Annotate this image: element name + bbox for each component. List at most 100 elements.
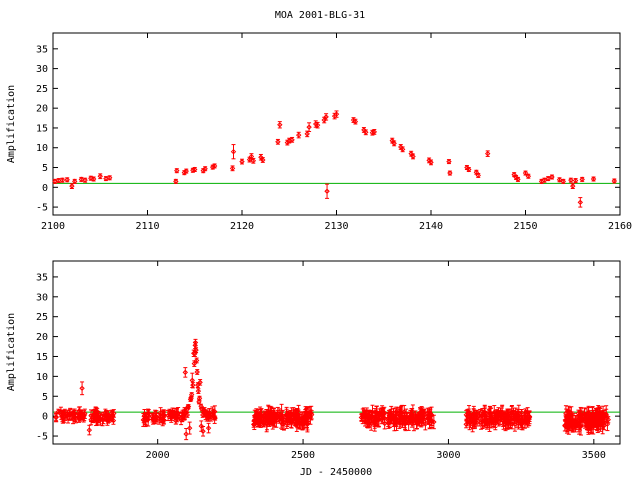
bottom-data-point <box>77 406 83 420</box>
bottom-data-point <box>563 408 569 426</box>
top-x-tick-label: 2100 <box>41 221 65 232</box>
top-data-point <box>174 167 180 174</box>
top-x-tick-label: 2130 <box>324 221 348 232</box>
top-y-tick-label: 15 <box>36 123 48 134</box>
top-data-point <box>275 138 281 145</box>
top-data-point <box>475 172 481 179</box>
bottom-data-point <box>503 413 509 430</box>
bottom-x-tick-label: 3000 <box>436 450 460 461</box>
top-data-point <box>106 175 113 181</box>
top-y-tick-label: 35 <box>36 44 48 55</box>
top-panel: Amplification -5 0 5 10 15 20 25 30 35 2100 2110 21… <box>6 32 632 232</box>
top-y-tick-label: 30 <box>36 64 48 75</box>
top-data-point <box>391 140 397 147</box>
top-data-point <box>69 183 75 189</box>
top-data-point <box>611 178 618 184</box>
bottom-data-point <box>212 415 218 421</box>
bottom-data-point <box>599 412 606 430</box>
bottom-data-point <box>499 404 505 421</box>
top-data-point <box>260 157 266 163</box>
bottom-panel: Amplification JD - 2450000 -5 0 5 10 15 20 25 3… <box>6 260 621 478</box>
bottom-data-point <box>149 412 155 421</box>
bottom-y-tick-label: 0 <box>42 412 48 423</box>
top-data-point <box>88 175 94 181</box>
bottom-data-point <box>79 381 85 396</box>
bottom-data-point <box>99 413 106 427</box>
bottom-data-point <box>197 379 203 386</box>
top-data-point <box>399 146 406 153</box>
top-data-point <box>202 166 208 172</box>
top-data-point <box>183 168 189 174</box>
top-data-point <box>466 166 472 173</box>
top-data-point <box>525 173 532 179</box>
top-y-tick-label: 0 <box>42 183 48 194</box>
bottom-data-point <box>73 413 79 424</box>
bottom-data-point <box>196 395 203 401</box>
bottom-data-point <box>205 410 212 421</box>
bottom-y-axis-label: Amplification <box>6 313 17 391</box>
top-x-tick-label: 2110 <box>135 221 159 232</box>
top-y-tick-label: 5 <box>42 163 48 174</box>
bottom-data-point <box>62 408 68 416</box>
top-data-point <box>572 177 579 184</box>
bottom-data-point <box>160 410 167 424</box>
top-x-tick-label: 2140 <box>419 221 443 232</box>
top-data-point <box>371 129 378 135</box>
bottom-data-point <box>182 367 189 378</box>
bottom-data-point <box>567 407 573 423</box>
top-x-tick-label: 2160 <box>608 221 632 232</box>
bottom-data-point <box>200 412 206 418</box>
bottom-x-tick-label: 2500 <box>291 450 315 461</box>
bottom-data-point <box>379 408 385 425</box>
bottom-data-point <box>509 404 515 420</box>
bottom-x-tick-label: 3500 <box>582 450 606 461</box>
bottom-data-point <box>193 347 199 353</box>
top-data-point <box>229 165 236 172</box>
bottom-data-point <box>418 406 425 420</box>
bottom-data-point <box>141 409 148 423</box>
top-data-point <box>90 176 97 182</box>
top-data-point <box>314 121 321 129</box>
bottom-y-tick-label: 5 <box>42 392 48 403</box>
bottom-data-point <box>266 413 273 421</box>
bottom-data-point <box>366 409 373 423</box>
bottom-data-point <box>252 409 258 425</box>
top-data-point <box>545 175 551 182</box>
bottom-data-point <box>398 416 404 428</box>
chart-title: MOA 2001-BLG-31 <box>275 10 365 21</box>
bottom-data-point <box>464 415 470 427</box>
bottom-data-point <box>603 408 609 423</box>
top-data-point <box>239 158 245 165</box>
top-data-point <box>55 177 62 184</box>
top-data-point <box>230 144 237 160</box>
bottom-data-point <box>482 410 488 420</box>
top-data-point <box>64 177 70 183</box>
bottom-data-point <box>492 413 498 423</box>
top-data-point <box>306 122 312 133</box>
top-data-point <box>570 183 576 189</box>
bottom-data-point <box>90 416 96 424</box>
bottom-data-point <box>167 411 174 421</box>
bottom-data-point <box>303 407 310 423</box>
top-data-point <box>541 177 548 183</box>
top-plot-frame <box>52 32 621 216</box>
bottom-data-point <box>425 409 432 425</box>
top-x-tick-label: 2120 <box>230 221 254 232</box>
bottom-data-point <box>198 420 204 432</box>
top-x-tick-label: 2150 <box>513 221 537 232</box>
top-data-point <box>579 176 585 183</box>
top-data-point <box>515 176 521 183</box>
bottom-data-point <box>181 411 187 421</box>
bottom-data-point <box>201 407 207 413</box>
bottom-y-tick-label: 30 <box>36 292 48 303</box>
top-data-point <box>82 177 88 183</box>
top-data-point <box>428 159 434 166</box>
bottom-data-point <box>255 409 261 418</box>
bottom-data-point <box>93 407 100 419</box>
top-data-point <box>549 174 555 180</box>
top-data-point <box>577 197 584 208</box>
top-data-point <box>352 118 359 125</box>
bottom-data-point <box>577 410 583 419</box>
bottom-data-point <box>193 357 200 364</box>
bottom-data-point <box>270 410 277 420</box>
